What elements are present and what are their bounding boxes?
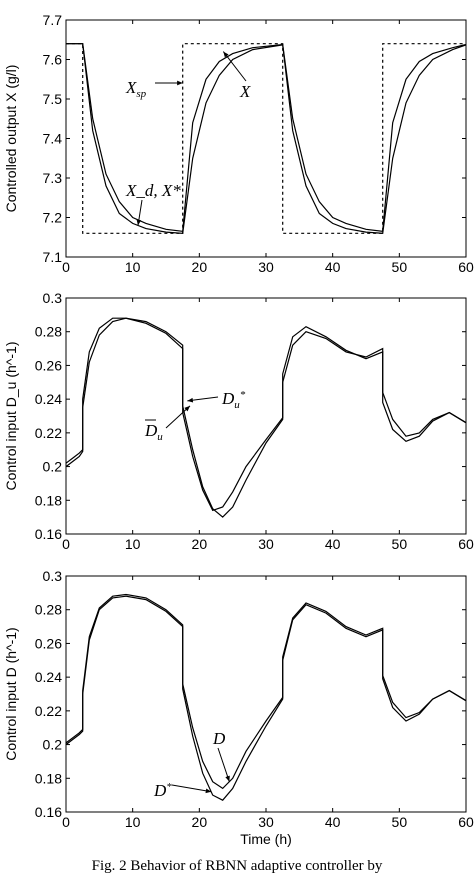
annotation-arrowhead bbox=[177, 80, 183, 86]
annotation-du-star: Du* bbox=[221, 389, 246, 411]
y-tick-label: 0.28 bbox=[35, 602, 62, 618]
x-axis-label: Time (h) bbox=[240, 831, 292, 847]
y-tick-label: 0.2 bbox=[43, 459, 63, 475]
y-tick-label: 7.4 bbox=[43, 131, 63, 147]
chart-panel-control-input-du: 0 10 20 30 40 50 60 0.16 0.18 0.2 0.22 0.24 0.26 0.28… bbox=[3, 290, 474, 552]
annotation-leader bbox=[222, 51, 247, 82]
x-tick-label: 20 bbox=[192, 259, 208, 275]
y-tick-label: 7.3 bbox=[43, 170, 63, 186]
x-tick-label: 60 bbox=[458, 536, 474, 552]
annotation-d: D bbox=[212, 729, 226, 748]
y-tick-label: 0.2 bbox=[43, 737, 63, 753]
annotation-arrowhead bbox=[187, 397, 194, 403]
chart-panel-control-input-d: 0 10 20 30 40 50 60 0.16 0.18 0.2 0.22 0.24 0.26 0.28… bbox=[3, 568, 474, 847]
y-axis-label: Control input D (h^-1) bbox=[3, 627, 19, 760]
annotation-leader bbox=[217, 747, 230, 782]
x-tick-label: 0 bbox=[62, 536, 70, 552]
y-tick-label: 0.26 bbox=[35, 635, 62, 651]
y-tick-label: 0.18 bbox=[35, 492, 62, 508]
plot-frame bbox=[65, 19, 467, 258]
x-tick-label: 20 bbox=[192, 814, 208, 830]
x-tick-label: 30 bbox=[258, 814, 274, 830]
annotation-xsp: Xsp bbox=[125, 78, 147, 100]
x-tick-label: 30 bbox=[258, 259, 274, 275]
y-tick-label: 0.18 bbox=[35, 770, 62, 786]
annotation-arrowhead bbox=[225, 775, 230, 782]
y-tick-label: 7.2 bbox=[43, 210, 63, 226]
y-axis-label: Controlled output X (g/l) bbox=[3, 65, 19, 213]
figure-caption: Fig. 2 Behavior of RBNN adaptive control… bbox=[91, 858, 383, 874]
x-tick-label: 50 bbox=[392, 536, 408, 552]
chart-panel-controlled-output: 0 10 20 30 40 50 60 7.1 7.2 7.3 7.4 7.5 7.6 7.7 Contro… bbox=[3, 12, 474, 275]
series-line bbox=[65, 593, 467, 790]
series-line bbox=[65, 317, 467, 518]
annotation-xd-xstar: X_d, X* bbox=[125, 181, 181, 200]
annotation-d-star: D* bbox=[153, 781, 172, 800]
y-tick-label: 7.1 bbox=[43, 249, 63, 265]
x-tick-label: 50 bbox=[392, 814, 408, 830]
series-line bbox=[65, 317, 467, 512]
y-tick-label: 0.22 bbox=[35, 425, 62, 441]
series-line bbox=[66, 43, 467, 232]
y-tick-label: 0.28 bbox=[35, 324, 62, 340]
x-tick-label: 0 bbox=[62, 814, 70, 830]
y-tick-label: 0.3 bbox=[43, 568, 63, 584]
plot-frame bbox=[65, 575, 467, 813]
y-tick-label: 0.16 bbox=[35, 526, 62, 542]
x-tick-label: 60 bbox=[458, 814, 474, 830]
x-tick-label: 10 bbox=[125, 536, 141, 552]
x-tick-label: 10 bbox=[125, 259, 141, 275]
y-tick-label: 7.5 bbox=[43, 91, 63, 107]
series-line bbox=[66, 43, 466, 234]
y-tick-label: 0.24 bbox=[35, 669, 62, 685]
annotation-x: X bbox=[239, 82, 251, 101]
x-tick-label: 20 bbox=[192, 536, 208, 552]
annotation-arrowhead bbox=[136, 219, 142, 226]
series-line bbox=[66, 43, 467, 234]
y-axis-label: Control input D_u (h^-1) bbox=[3, 342, 19, 491]
x-tick-label: 40 bbox=[325, 259, 341, 275]
x-tick-label: 40 bbox=[325, 536, 341, 552]
y-tick-label: 0.24 bbox=[35, 391, 62, 407]
annotation-arrowhead bbox=[205, 788, 212, 794]
annotation-arrowhead bbox=[184, 405, 190, 412]
plot-frame bbox=[65, 297, 467, 535]
y-tick-label: 0.22 bbox=[35, 703, 62, 719]
x-tick-label: 30 bbox=[258, 536, 274, 552]
x-tick-label: 50 bbox=[392, 259, 408, 275]
x-tick-label: 40 bbox=[325, 814, 341, 830]
y-tick-label: 7.7 bbox=[43, 12, 63, 28]
x-tick-label: 10 bbox=[125, 814, 141, 830]
annotation-du-hat: Du bbox=[144, 421, 163, 443]
y-tick-label: 0.26 bbox=[35, 357, 62, 373]
annotation-leader bbox=[171, 784, 212, 793]
x-tick-label: 0 bbox=[62, 259, 70, 275]
y-tick-label: 0.16 bbox=[35, 804, 62, 820]
annotation-arrowhead bbox=[223, 51, 229, 58]
y-tick-label: 7.6 bbox=[43, 52, 63, 68]
series-line bbox=[65, 595, 467, 801]
y-tick-label: 0.3 bbox=[43, 290, 63, 306]
x-tick-label: 60 bbox=[458, 259, 474, 275]
